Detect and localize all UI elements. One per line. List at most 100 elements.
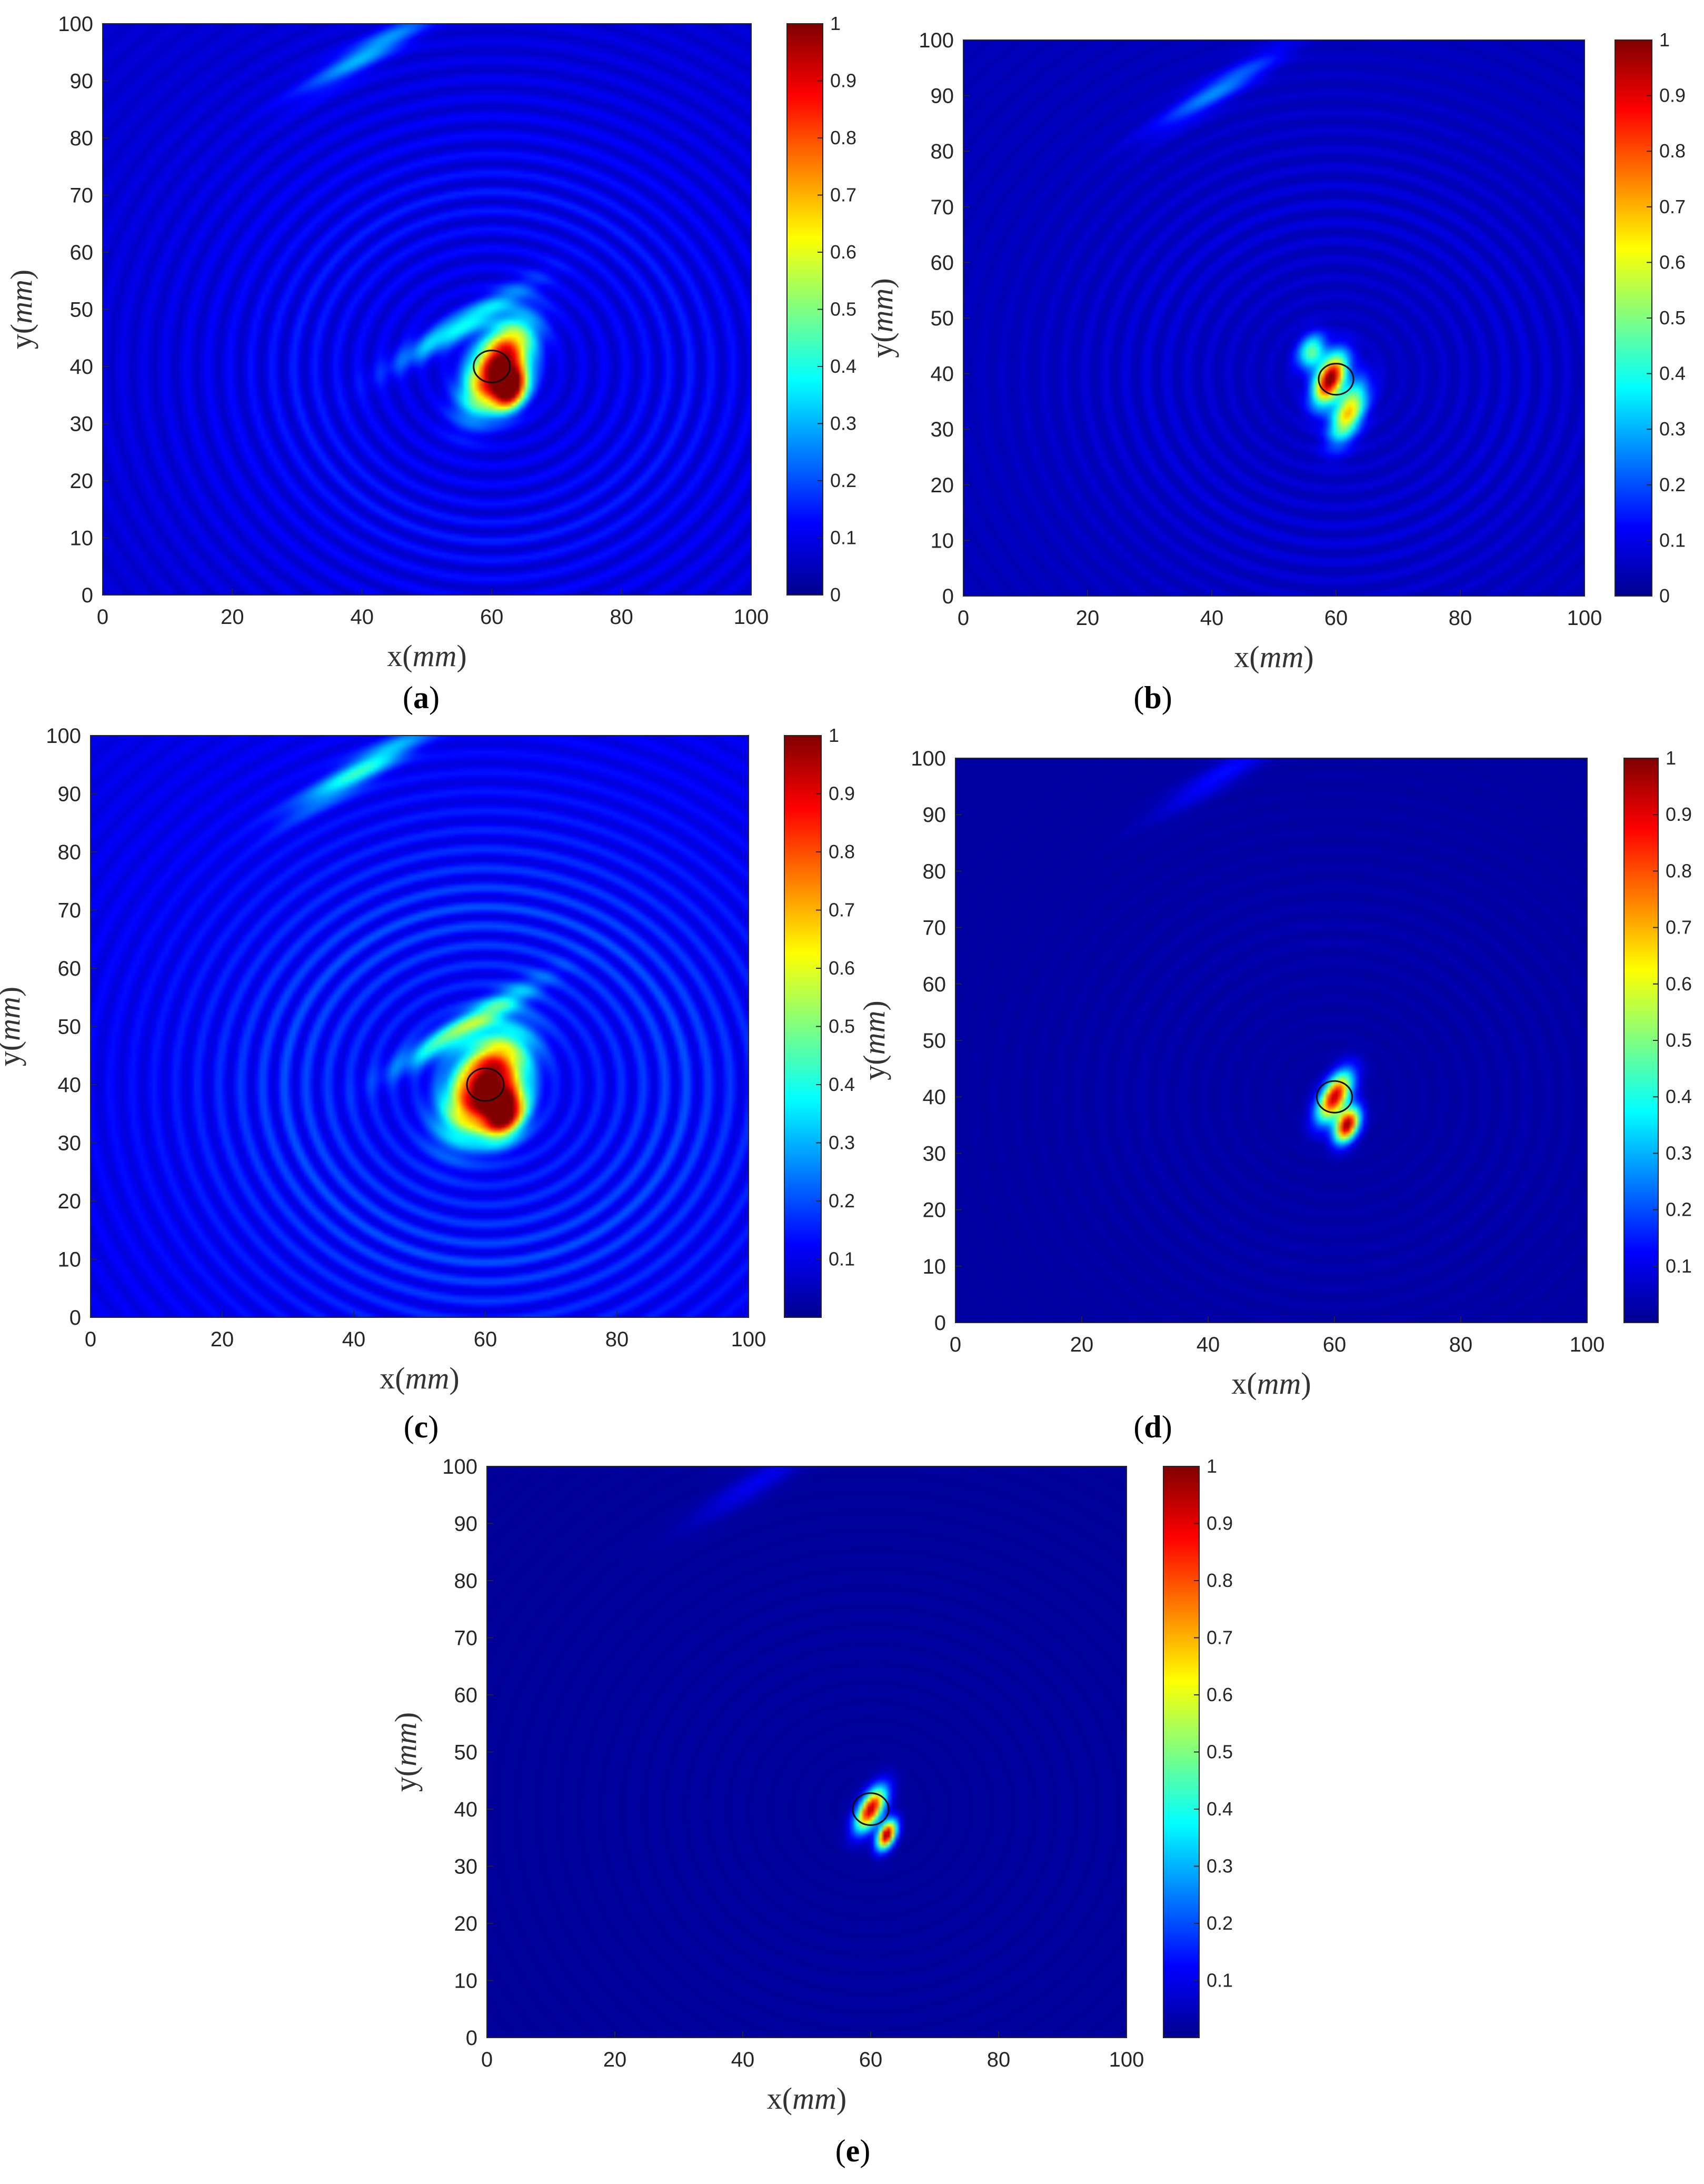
y-tick-label: 100 <box>919 29 954 52</box>
colorbar-tick-label: 0.1 <box>1207 1970 1233 1991</box>
y-tick-label: 60 <box>931 251 954 274</box>
y-tick-label: 40 <box>70 355 94 379</box>
y-axis-label: y(mm) <box>865 278 899 358</box>
colorbar-tick-label: 1 <box>1666 747 1676 769</box>
colorbar <box>786 23 823 595</box>
y-tick-label: 40 <box>58 1074 82 1097</box>
defect-marker-circle <box>466 1067 505 1102</box>
y-tick-label: 0 <box>942 585 954 608</box>
x-tick-label: 40 <box>1200 607 1224 630</box>
colorbar-tick-label: 0.7 <box>1659 196 1686 217</box>
colorbar-tick-label: 0.7 <box>1207 1627 1233 1649</box>
y-tick-label: 100 <box>442 1455 477 1478</box>
y-tick-label: 10 <box>454 1970 478 1993</box>
colorbar <box>784 735 822 1318</box>
colorbar-tick-label: 0.6 <box>1659 251 1686 273</box>
y-tick-label: 60 <box>923 973 946 996</box>
y-tick-label: 10 <box>923 1255 946 1278</box>
y-tick-label: 30 <box>931 418 954 441</box>
x-tick-label: 40 <box>1197 1333 1220 1356</box>
x-tick-label: 100 <box>731 1328 766 1351</box>
heatmap-image <box>955 758 1587 1323</box>
heatmap-image <box>963 40 1585 596</box>
x-tick-label: 40 <box>342 1328 366 1351</box>
x-axis-label: x(mm) <box>380 1361 459 1395</box>
x-tick-label: 40 <box>351 605 374 629</box>
x-tick-label: 60 <box>474 1328 497 1351</box>
colorbar-tick-label: 0.3 <box>1666 1142 1692 1164</box>
colorbar-tick-label: 0.5 <box>1666 1029 1692 1051</box>
colorbar-tick-label: 0.9 <box>1666 803 1692 825</box>
colorbar-tick-label: 0.7 <box>830 184 856 206</box>
colorbar-tick-label: 0.2 <box>1659 474 1686 495</box>
y-tick-label: 60 <box>58 957 82 980</box>
x-tick-label: 80 <box>610 605 633 629</box>
x-tick-label: 80 <box>987 2048 1011 2071</box>
colorbar-tick-label: 0.7 <box>1666 917 1692 938</box>
colorbar-tick-label: 0.8 <box>1666 860 1692 881</box>
panel-caption: (a) <box>403 680 440 715</box>
x-tick-label: 0 <box>97 605 108 629</box>
y-tick-label: 60 <box>454 1684 478 1707</box>
panel-caption: (b) <box>1133 680 1172 715</box>
y-axis-label: y(mm) <box>0 987 26 1066</box>
colorbar-tick-label: 0.1 <box>830 527 856 549</box>
y-tick-label: 80 <box>931 140 954 163</box>
x-tick-label: 20 <box>221 605 244 629</box>
x-tick-label: 60 <box>859 2048 883 2071</box>
x-tick-label: 0 <box>958 607 969 630</box>
x-tick-label: 20 <box>603 2048 627 2071</box>
y-tick-label: 50 <box>454 1741 478 1764</box>
x-axis-label: x(mm) <box>767 2081 846 2116</box>
y-tick-label: 90 <box>70 70 94 93</box>
y-tick-label: 50 <box>70 299 94 322</box>
heatmap-image <box>103 24 751 595</box>
colorbar-tick-label: 0.4 <box>829 1074 855 1095</box>
panel-a: 0 20 40 60 80 1000102030405060708090100x(mm)y… <box>4 13 856 715</box>
colorbar-tick-label: 0.1 <box>1659 529 1686 551</box>
heatmap-image <box>487 1466 1127 2038</box>
colorbar-tick-label: 0.7 <box>829 899 855 921</box>
y-tick-label: 0 <box>466 2027 477 2050</box>
y-tick-label: 20 <box>923 1199 946 1222</box>
colorbar-tick-label: 0.8 <box>1207 1570 1233 1591</box>
colorbar-tick-label: 0.4 <box>1659 363 1686 384</box>
x-tick-label: 100 <box>1109 2048 1144 2071</box>
y-tick-label: 70 <box>58 899 82 922</box>
y-tick-label: 50 <box>58 1016 82 1039</box>
y-tick-label: 30 <box>70 413 94 436</box>
x-tick-label: 60 <box>480 605 504 629</box>
y-axis-label: y(mm) <box>388 1712 423 1792</box>
y-tick-label: 30 <box>923 1142 946 1165</box>
x-tick-label: 20 <box>1070 1333 1094 1356</box>
y-tick-label: 70 <box>923 917 946 940</box>
y-tick-label: 0 <box>934 1312 946 1335</box>
y-tick-label: 90 <box>454 1513 478 1536</box>
colorbar-tick-label: 0.5 <box>830 299 856 320</box>
x-axis-label: x(mm) <box>387 639 466 673</box>
x-axis-label: x(mm) <box>1231 1366 1311 1401</box>
x-axis-label: x(mm) <box>1234 640 1313 674</box>
y-tick-label: 30 <box>58 1132 82 1155</box>
colorbar-tick-label: 1 <box>829 724 839 746</box>
y-tick-label: 80 <box>923 860 946 883</box>
y-tick-label: 0 <box>69 1306 81 1329</box>
colorbar-tick-label: 1 <box>1207 1455 1217 1477</box>
x-tick-label: 20 <box>211 1328 234 1351</box>
y-tick-label: 10 <box>70 527 94 550</box>
y-tick-label: 20 <box>58 1190 82 1213</box>
colorbar-tick-label: 0.2 <box>1207 1912 1233 1934</box>
colorbar-tick-label: 0.3 <box>1207 1855 1233 1877</box>
x-tick-label: 80 <box>605 1328 629 1351</box>
x-tick-label: 100 <box>734 605 769 629</box>
colorbar-tick-label: 0.6 <box>1666 973 1692 995</box>
x-tick-label: 40 <box>731 2048 755 2071</box>
y-tick-label: 100 <box>911 747 946 770</box>
y-tick-label: 30 <box>454 1855 478 1879</box>
colorbar-tick-label: 0.5 <box>1659 307 1686 329</box>
y-tick-label: 90 <box>931 85 954 108</box>
colorbar-tick-label: 1 <box>1659 29 1670 51</box>
colorbar-tick-label: 0.5 <box>1207 1741 1233 1763</box>
colorbar-tick-label: 0.8 <box>1659 140 1686 162</box>
y-tick-label: 70 <box>931 196 954 219</box>
